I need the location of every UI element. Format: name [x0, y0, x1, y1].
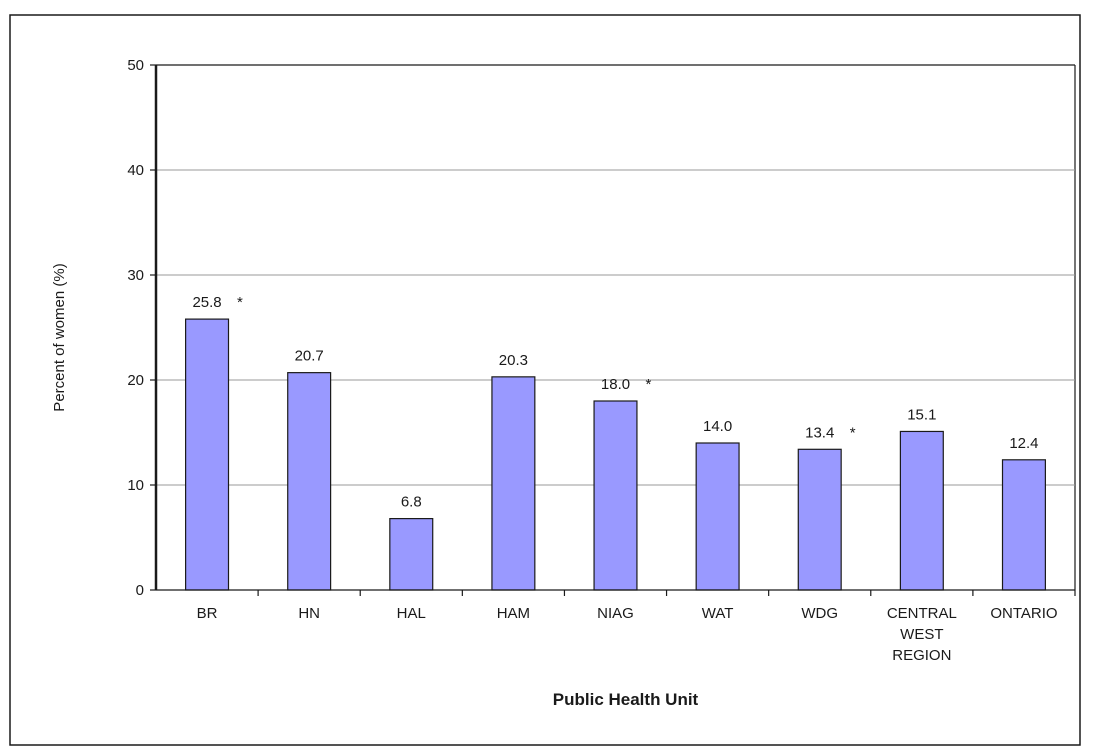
chart-border: [9, 14, 1081, 746]
bar-3: [389, 517, 434, 591]
x-tick-label-4: HAM: [497, 605, 530, 622]
x-tick-label-8-line-2: WEST: [900, 626, 943, 643]
x-tick-label-2: HN: [298, 605, 320, 622]
data-label-8: 15.1: [907, 406, 936, 423]
y-tick-label-50: 50: [127, 57, 144, 74]
bar-8: [899, 430, 944, 591]
x-tick-label-3: HAL: [397, 605, 426, 622]
data-label-4: 20.3: [499, 352, 528, 369]
y-tick-label-30: 30: [127, 267, 144, 284]
data-label-1: 25.8: [192, 294, 221, 311]
bar-6: [695, 442, 740, 591]
x-tick-label-6: WAT: [702, 605, 734, 622]
x-tick-label-9: ONTARIO: [990, 605, 1057, 622]
data-flag-1: *: [237, 294, 243, 311]
bar-1: [185, 318, 230, 591]
bar-2: [287, 372, 332, 591]
data-label-3: 6.8: [401, 494, 422, 511]
data-flag-5: *: [646, 376, 652, 393]
y-axis-title: Percent of women (%): [51, 263, 68, 411]
x-tick-label-8-line-1: CENTRAL: [887, 605, 957, 622]
data-label-7: 13.4: [805, 424, 834, 441]
x-tick-label-7: WDG: [801, 605, 838, 622]
y-tick-label-0: 0: [136, 582, 144, 599]
x-tick-label-8-line-3: REGION: [892, 647, 951, 664]
data-label-5: 18.0: [601, 376, 630, 393]
y-tick-label-10: 10: [127, 477, 144, 494]
bar-9: [1001, 459, 1046, 591]
bar-7: [797, 448, 842, 591]
bar-5: [593, 400, 638, 591]
bar-4: [491, 376, 536, 591]
x-axis-title: Public Health Unit: [553, 690, 699, 709]
x-tick-label-5: NIAG: [597, 605, 634, 622]
data-label-2: 20.7: [295, 348, 324, 365]
data-label-9: 12.4: [1009, 435, 1038, 452]
y-tick-label-40: 40: [127, 162, 144, 179]
x-tick-label-1: BR: [197, 605, 218, 622]
y-tick-label-20: 20: [127, 372, 144, 389]
data-flag-7: *: [850, 424, 856, 441]
data-label-6: 14.0: [703, 418, 732, 435]
